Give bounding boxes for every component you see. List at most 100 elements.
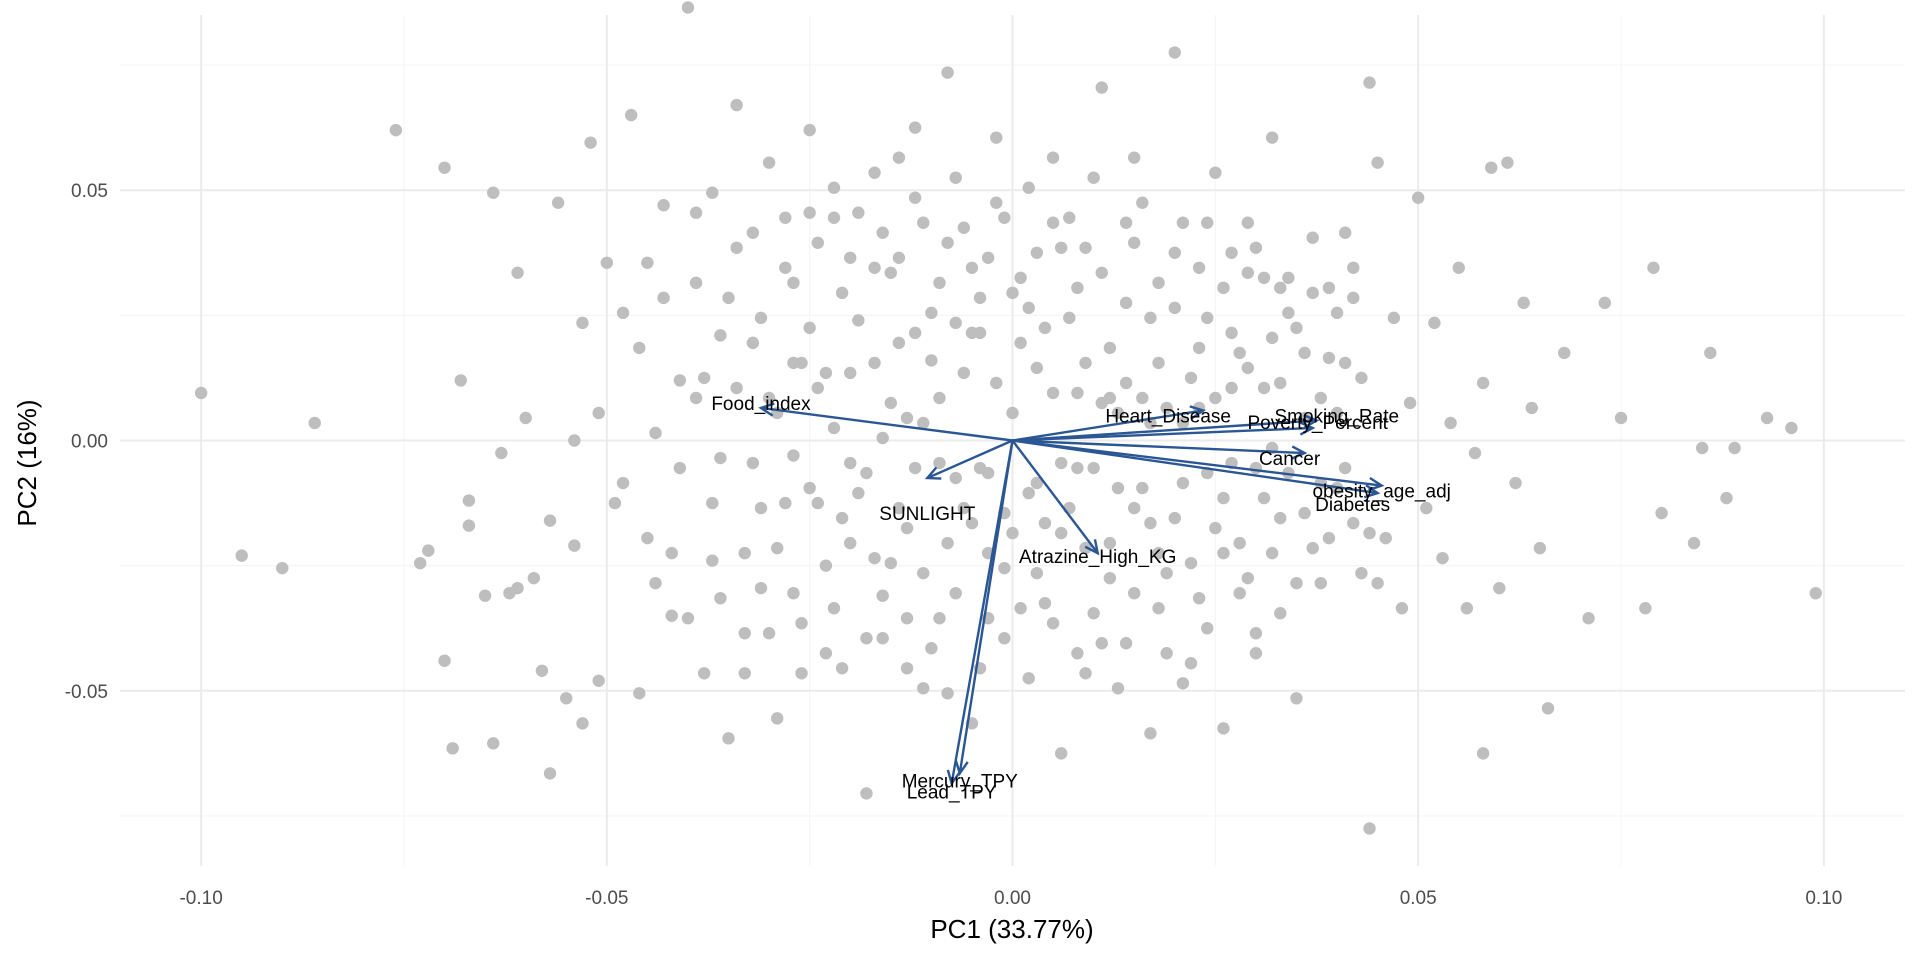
data-point bbox=[771, 541, 784, 555]
data-point bbox=[592, 674, 605, 687]
data-point bbox=[884, 266, 897, 280]
data-point bbox=[1809, 586, 1822, 600]
data-point bbox=[835, 511, 849, 525]
data-point bbox=[519, 411, 532, 425]
data-point bbox=[957, 366, 971, 380]
data-point bbox=[1022, 486, 1035, 500]
data-point bbox=[754, 581, 768, 595]
data-point bbox=[933, 391, 946, 405]
data-point bbox=[803, 321, 816, 335]
data-point bbox=[1176, 476, 1190, 490]
data-point bbox=[276, 561, 289, 575]
data-point bbox=[762, 391, 776, 405]
data-point bbox=[681, 1, 695, 14]
loading-arrow-diabetes bbox=[1012, 439, 1378, 495]
data-point bbox=[560, 692, 573, 705]
data-point bbox=[1119, 216, 1133, 229]
data-point bbox=[697, 371, 711, 385]
data-point bbox=[892, 336, 906, 350]
data-point bbox=[422, 544, 435, 557]
data-point bbox=[1274, 376, 1287, 390]
loading-label-mercury_tpy: Mercury_TPY bbox=[902, 771, 1018, 792]
data-point bbox=[1257, 381, 1271, 395]
data-point bbox=[844, 456, 857, 470]
loading-label-diabetes: Diabetes bbox=[1315, 495, 1390, 516]
x-tick-label: -0.10 bbox=[179, 888, 222, 909]
data-point bbox=[1760, 411, 1774, 425]
data-point bbox=[1152, 356, 1165, 370]
data-point bbox=[1274, 511, 1287, 525]
data-point bbox=[1274, 607, 1287, 620]
data-point bbox=[941, 687, 954, 700]
data-point bbox=[1233, 586, 1246, 600]
data-point bbox=[811, 381, 824, 395]
data-point bbox=[957, 221, 971, 234]
data-point bbox=[616, 306, 630, 320]
data-point bbox=[1087, 461, 1100, 475]
data-point bbox=[1046, 151, 1060, 164]
data-point bbox=[1054, 241, 1068, 254]
data-point bbox=[917, 216, 930, 229]
data-point bbox=[1160, 647, 1173, 660]
arrowhead-icon bbox=[1299, 421, 1316, 436]
data-point bbox=[1184, 371, 1198, 385]
data-point bbox=[1152, 601, 1165, 615]
data-point bbox=[746, 456, 760, 470]
data-point bbox=[1290, 692, 1303, 705]
data-point bbox=[1460, 601, 1474, 615]
data-point bbox=[462, 519, 476, 532]
data-point bbox=[1201, 311, 1214, 325]
data-point bbox=[1558, 346, 1571, 360]
data-point bbox=[1063, 311, 1076, 325]
data-point bbox=[608, 496, 622, 510]
data-point bbox=[1014, 601, 1027, 615]
data-point bbox=[844, 536, 857, 550]
data-point bbox=[1192, 341, 1206, 355]
data-point bbox=[543, 514, 557, 527]
data-point bbox=[1071, 647, 1084, 660]
data-point bbox=[462, 494, 476, 507]
data-point bbox=[1363, 76, 1376, 89]
data-point bbox=[908, 461, 922, 475]
data-point bbox=[1095, 81, 1108, 94]
data-point bbox=[1582, 612, 1595, 625]
loading-arrow-heart_disease bbox=[1012, 409, 1204, 442]
data-point bbox=[803, 123, 816, 137]
data-point bbox=[990, 196, 1003, 209]
loading-label-lead_tpy: Lead_TPY bbox=[907, 782, 997, 803]
data-point bbox=[1030, 476, 1044, 490]
data-point bbox=[600, 256, 614, 269]
data-point bbox=[495, 446, 508, 460]
data-point bbox=[1128, 501, 1141, 515]
data-point bbox=[722, 291, 735, 305]
arrowhead-icon bbox=[924, 466, 942, 480]
data-point bbox=[1128, 586, 1141, 600]
data-point bbox=[876, 226, 889, 239]
data-point bbox=[762, 627, 776, 640]
data-point bbox=[892, 151, 906, 164]
data-point bbox=[1184, 657, 1198, 670]
data-point bbox=[1046, 386, 1060, 400]
data-point bbox=[1087, 171, 1100, 184]
data-point bbox=[754, 501, 768, 515]
data-point bbox=[998, 561, 1011, 575]
data-point bbox=[868, 551, 881, 565]
data-point bbox=[1022, 672, 1035, 685]
data-point bbox=[1111, 682, 1125, 695]
data-point bbox=[1136, 391, 1149, 405]
data-point bbox=[811, 236, 824, 249]
data-point bbox=[949, 471, 962, 485]
data-point bbox=[714, 329, 727, 342]
data-point bbox=[803, 206, 816, 219]
data-point bbox=[1160, 401, 1173, 415]
data-point bbox=[1006, 406, 1019, 420]
data-point bbox=[1485, 161, 1498, 174]
data-point bbox=[1322, 351, 1336, 365]
data-point bbox=[925, 642, 938, 655]
data-point bbox=[714, 451, 727, 465]
data-point bbox=[908, 121, 922, 134]
data-point bbox=[1493, 581, 1506, 595]
data-point bbox=[908, 191, 922, 204]
data-point bbox=[1030, 361, 1044, 375]
